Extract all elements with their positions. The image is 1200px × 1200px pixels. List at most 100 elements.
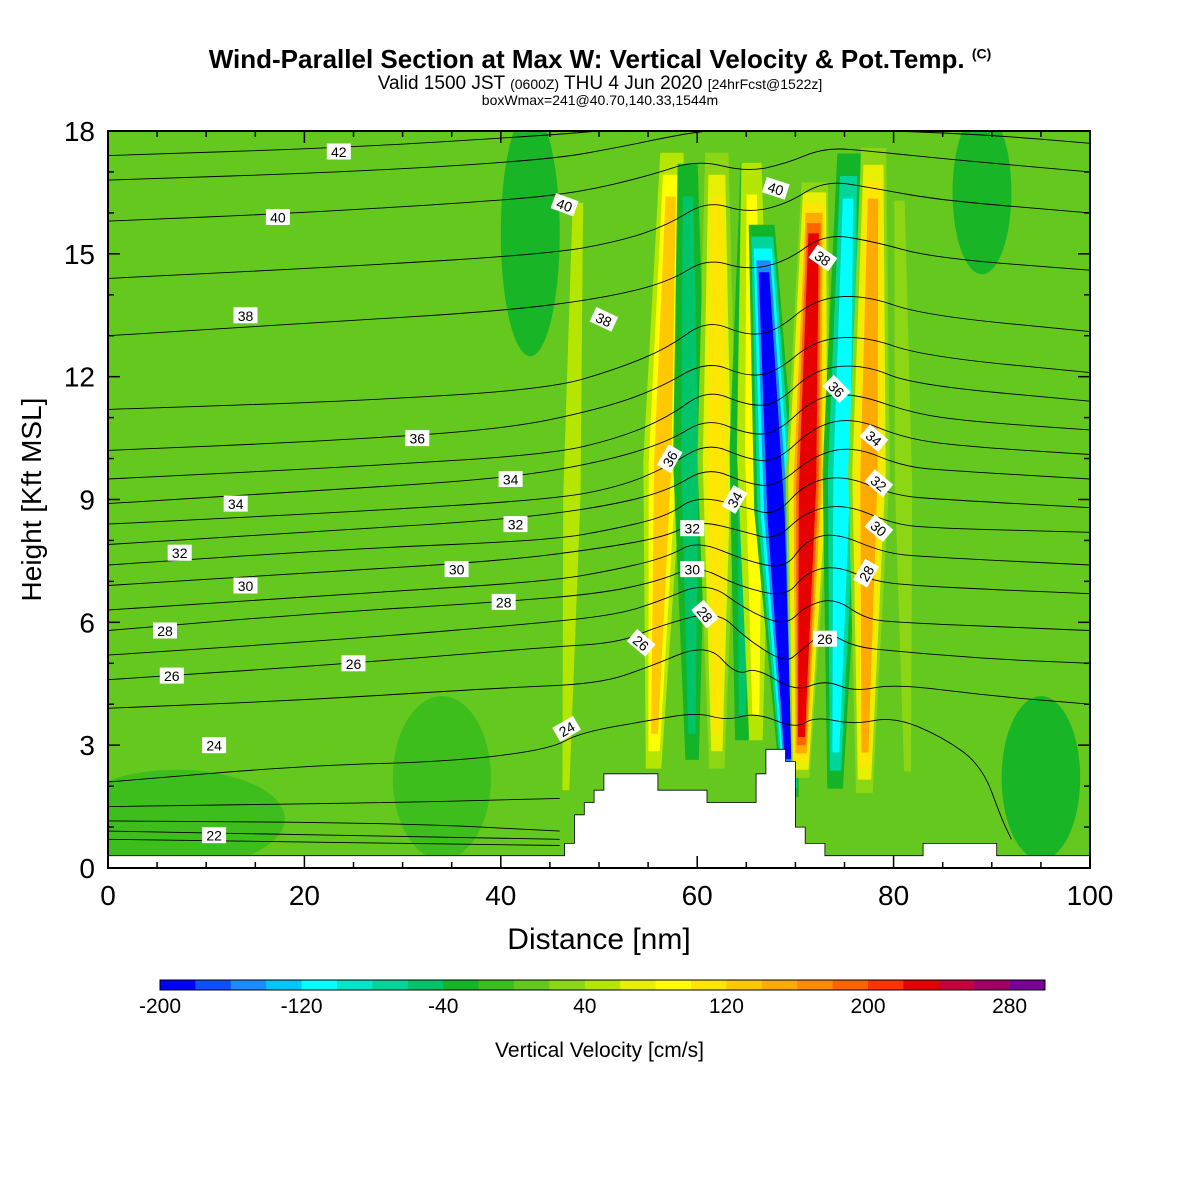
colorbar-swatch — [691, 980, 727, 990]
colorbar-swatch — [230, 980, 267, 990]
contour-label: 42 — [326, 143, 351, 160]
colorbar-swatch — [903, 980, 940, 990]
colorbar-swatch — [301, 980, 338, 990]
contour-label-box — [853, 558, 880, 588]
x-tick-label: 20 — [289, 880, 320, 911]
contour-label-text: 26 — [817, 631, 833, 647]
contour-label: 28 — [491, 593, 516, 610]
colorbar-swatch — [443, 980, 480, 990]
contour-label-box — [552, 715, 581, 742]
velocity-contour-fill — [681, 196, 699, 734]
contour-label: 36 — [822, 374, 851, 404]
colorbar-swatch — [478, 980, 515, 990]
colorbar-tick-label: -120 — [281, 995, 323, 1018]
contour-label-text: 32 — [172, 545, 188, 561]
colorbar-label: Vertical Velocity [cm/s] — [495, 1039, 704, 1062]
contour-label-box — [326, 143, 351, 160]
isentrope-line — [108, 131, 600, 157]
colorbar-tick-label: -200 — [139, 995, 181, 1018]
contour-label-box — [341, 655, 366, 672]
contour-label: 26 — [626, 628, 656, 657]
contour-label-text: 40 — [554, 195, 574, 215]
vertical-velocity-field — [108, 131, 1090, 868]
contour-label: 28 — [853, 558, 880, 588]
contour-label-box — [444, 561, 469, 578]
potential-temperature-contours — [108, 131, 1090, 846]
contour-label: 24 — [552, 715, 581, 742]
contour-label: 34 — [859, 424, 889, 452]
contour-label: 24 — [202, 737, 227, 754]
colorbar-swatch — [195, 980, 232, 990]
valid-date: THU 4 Jun 2020 — [564, 73, 703, 94]
isentrope-line — [108, 420, 1090, 525]
contour-labels: 42 40 40 40 38 38 38 36 36 36 34 34 34 34 32 32 32 32 30 30… — [153, 143, 894, 844]
colorbar-tick-label: -40 — [428, 995, 458, 1018]
colorbar-tick-label: 280 — [992, 995, 1027, 1018]
y-tick-label: 9 — [79, 485, 95, 516]
contour-label-box — [680, 520, 705, 537]
terrain — [108, 748, 1090, 868]
velocity-contour-fill — [708, 196, 726, 734]
isentrope-line — [108, 394, 1090, 505]
contour-label-text: 38 — [238, 308, 254, 324]
colorbar-frame — [159, 979, 1046, 991]
contour-label-box — [812, 630, 837, 647]
colorbar-tick-label: 120 — [709, 995, 744, 1018]
valid-utc: (0600Z) — [510, 76, 560, 92]
velocity-patch — [500, 131, 560, 357]
colorbar-swatch — [761, 980, 798, 990]
velocity-contour-fill — [758, 272, 792, 760]
contour-label-text: 28 — [496, 594, 512, 610]
velocity-contour-fill — [562, 202, 584, 791]
velocity-patch — [392, 696, 491, 860]
velocity-contour-fill — [587, 202, 617, 791]
contour-label-box — [680, 561, 705, 578]
contour-label-box — [202, 827, 227, 844]
x-tick-label: 100 — [1067, 880, 1114, 911]
contour-label-box — [550, 193, 579, 217]
contour-label-text: 34 — [724, 489, 746, 511]
x-tick-label: 80 — [878, 880, 909, 911]
isentrope-line — [108, 838, 560, 846]
contour-label-box — [761, 176, 790, 200]
contour-label-box — [864, 469, 894, 497]
velocity-band — [562, 202, 584, 791]
contour-label-box — [656, 444, 683, 473]
chart-subtitle: Valid 1500 JST (0600Z) THU 4 Jun 2020 [2… — [0, 74, 1200, 94]
colorbar-swatch — [1009, 980, 1046, 990]
contour-label: 26 — [159, 667, 184, 684]
contour-label-box — [498, 471, 523, 487]
contour-label-box — [167, 544, 192, 561]
colorbar-swatch — [868, 980, 904, 990]
isentrope-line — [108, 182, 1090, 279]
contour-label: 32 — [167, 544, 192, 561]
colorbar-swatch — [620, 980, 657, 990]
y-tick-label: 0 — [79, 853, 95, 884]
contour-label-box — [202, 737, 227, 754]
isentrope-line — [108, 586, 1090, 656]
contour-label-box — [626, 628, 656, 657]
contour-label-text: 24 — [556, 718, 578, 740]
contour-label-box — [503, 516, 528, 533]
velocity-band — [587, 202, 617, 791]
contour-label-box — [691, 599, 719, 629]
contour-label: 32 — [680, 520, 705, 537]
contour-label-text: 30 — [685, 562, 701, 578]
colorbar-tick-label: 40 — [573, 995, 596, 1018]
colorbar-swatch — [407, 980, 444, 990]
contour-label-box — [721, 485, 748, 514]
colorbar-swatch — [832, 980, 869, 990]
colorbar-swatch — [337, 980, 373, 990]
colorbar-swatch — [797, 980, 834, 990]
contour-label: 30 — [444, 561, 469, 578]
colorbar-swatch — [974, 980, 1011, 990]
colorbar-swatch — [655, 980, 692, 990]
contour-label-text: 34 — [503, 472, 519, 488]
contour-label-text: 34 — [228, 496, 244, 512]
contour-label: 34 — [223, 495, 248, 512]
contour-label: 34 — [498, 471, 523, 488]
colorbar-swatch — [266, 980, 303, 990]
colorbar-swatch — [372, 980, 409, 990]
contour-label: 38 — [589, 306, 619, 332]
